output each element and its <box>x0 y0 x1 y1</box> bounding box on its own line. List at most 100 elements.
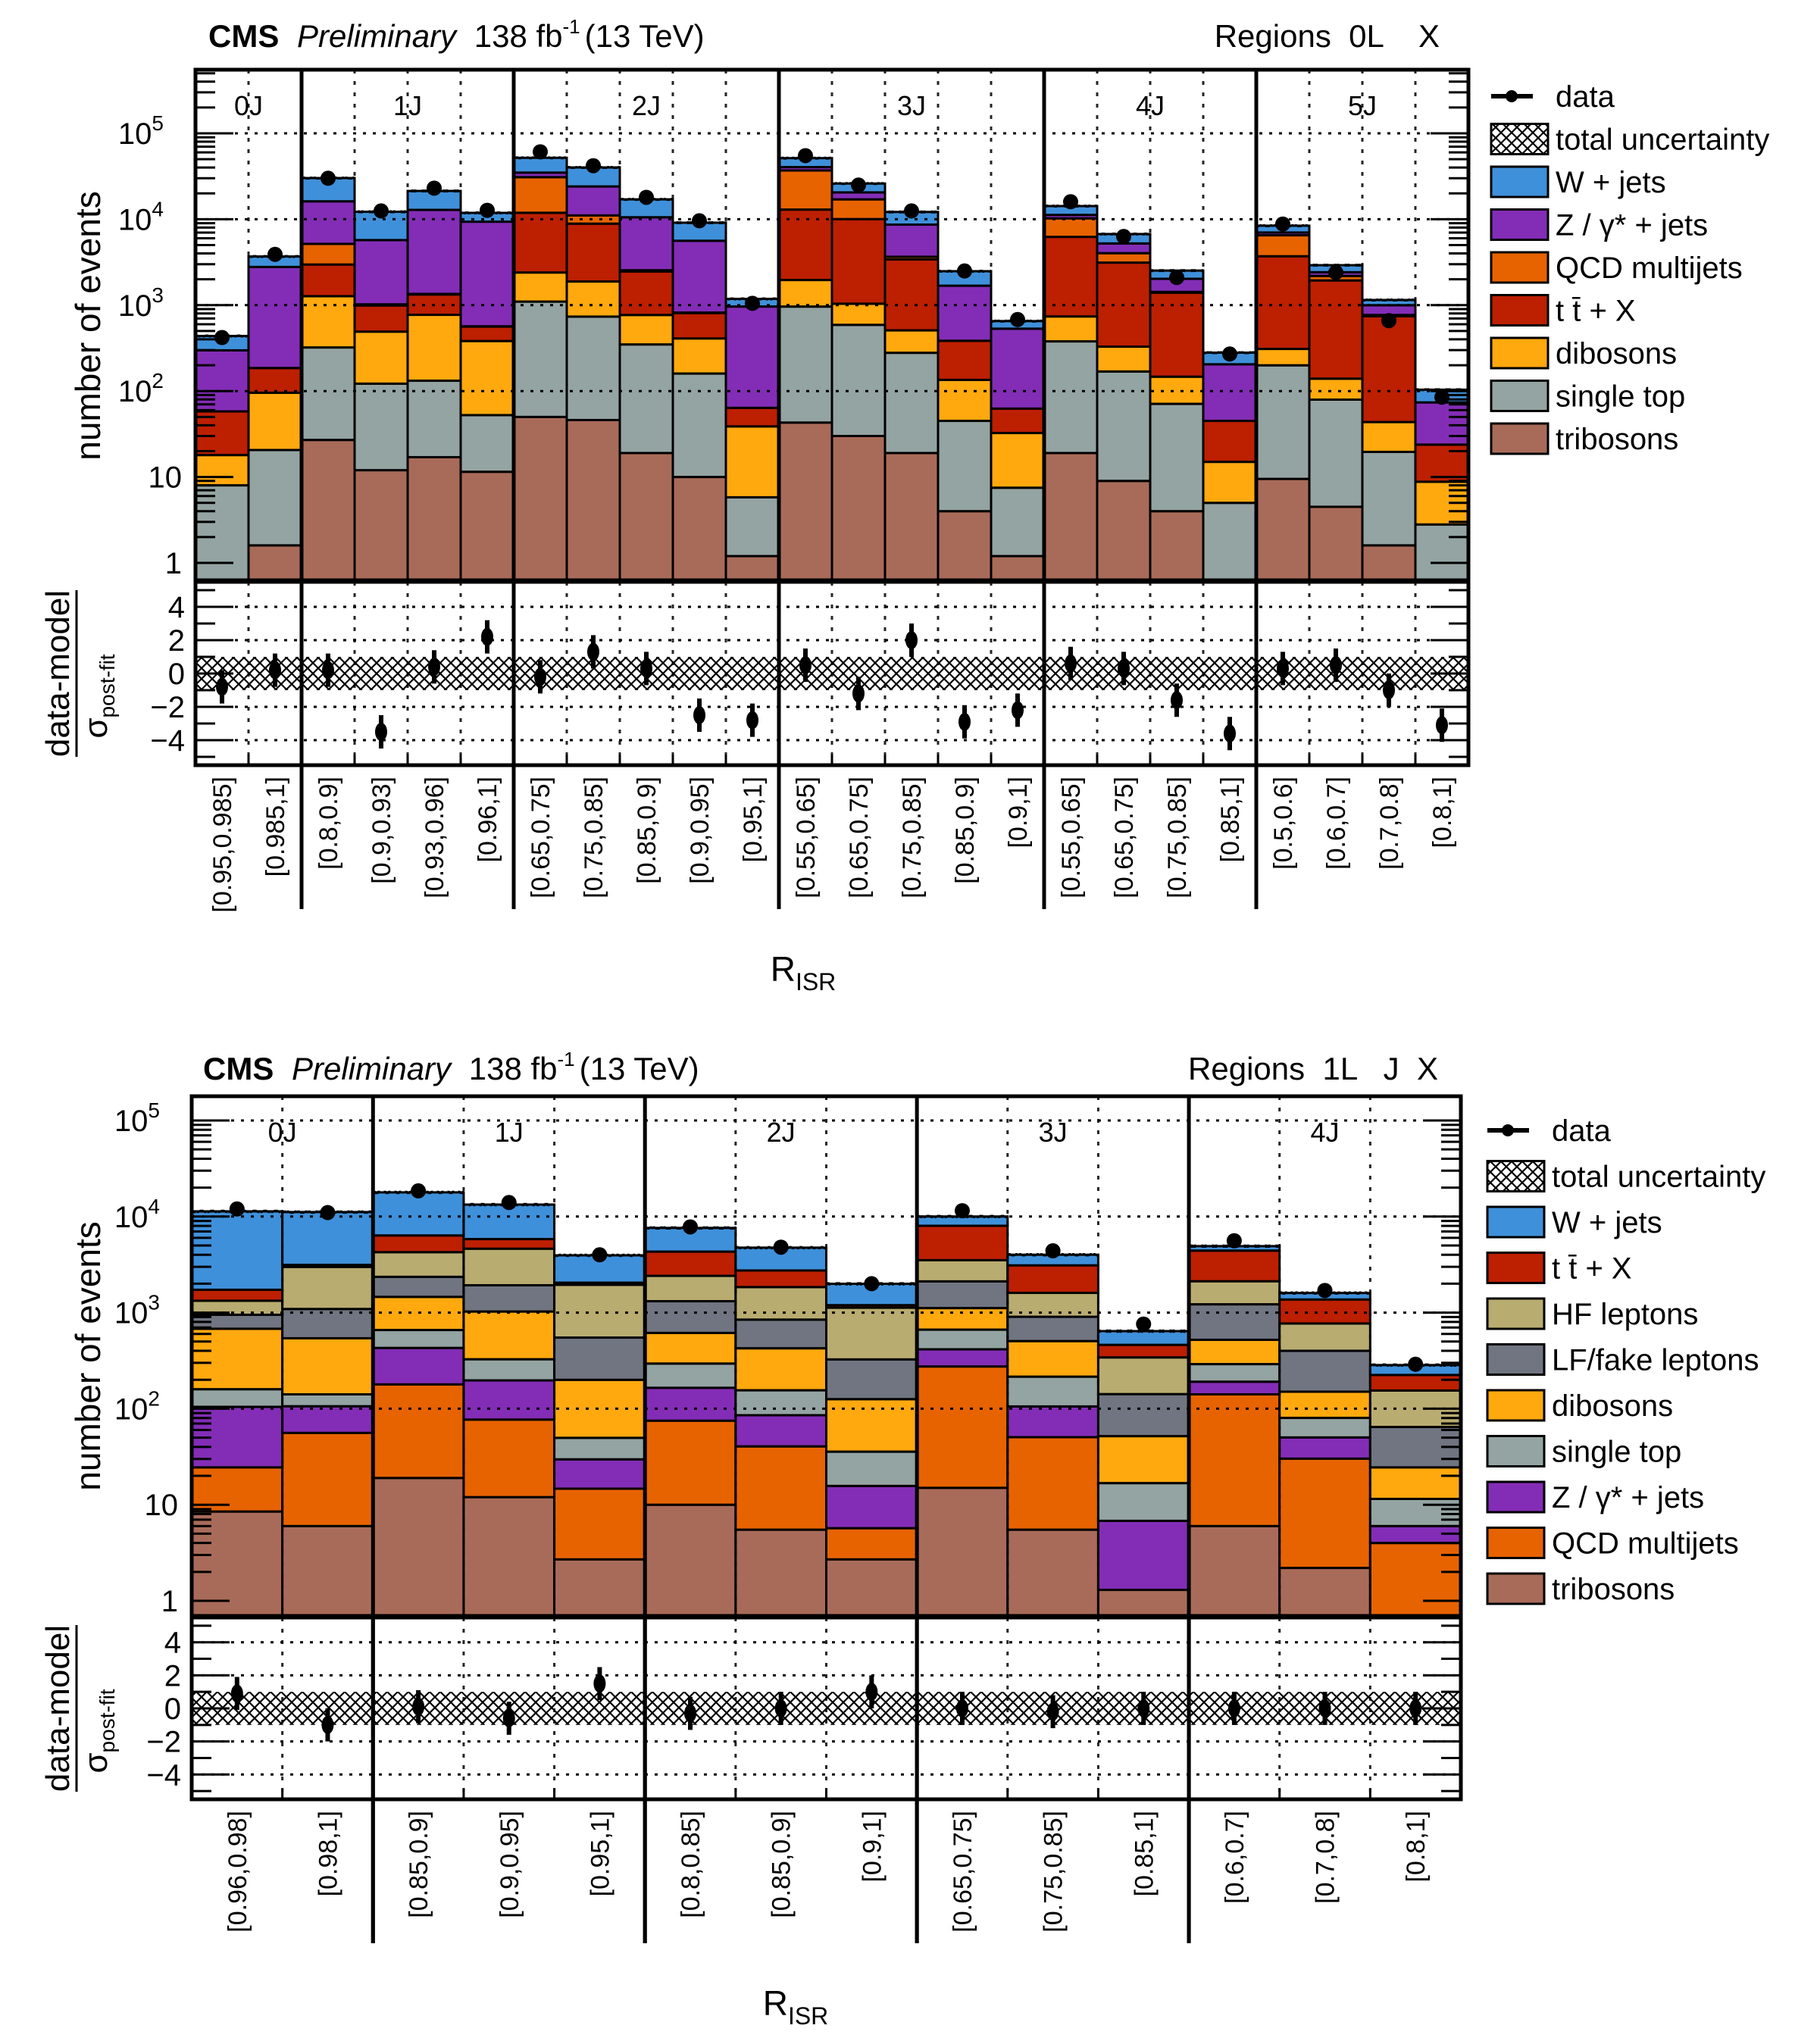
legend-item: Z / γ* + jets <box>1490 208 1708 242</box>
bar-segment <box>1361 544 1417 582</box>
jet-group-label: 4J <box>1136 90 1165 121</box>
legend-data-marker <box>1502 1124 1514 1136</box>
data-point <box>1116 229 1131 245</box>
x-tick-label: [0.75,0.85] <box>898 777 927 899</box>
y-tick-label: 103 <box>118 283 164 323</box>
bar-segment <box>1187 1339 1281 1366</box>
bar-segment <box>462 1310 556 1361</box>
bar-segment <box>643 1503 737 1617</box>
pull-point <box>269 661 281 680</box>
bar-segment <box>915 1307 1009 1331</box>
y-tick-label: 104 <box>118 197 164 236</box>
bar-segment <box>462 1283 556 1313</box>
legend-label: t t̄ + X <box>1552 1252 1632 1286</box>
bar-segment <box>1006 1315 1099 1342</box>
ratio-y-axis-label: data-model σpost-fit <box>39 590 119 757</box>
bar-segment <box>553 1558 646 1617</box>
bar-segment <box>1308 398 1364 508</box>
bar-segment <box>1414 523 1470 582</box>
bar-segment <box>883 223 940 258</box>
pull-tick-label: 0 <box>164 1692 181 1726</box>
pull-point <box>955 1699 968 1717</box>
legend-item: HF leptons <box>1486 1297 1698 1331</box>
bar-segment <box>1278 1417 1371 1439</box>
pull-tick-label: 2 <box>168 624 185 658</box>
legend-hatch-swatch <box>1486 1160 1546 1192</box>
pull-axis-numerator: data-model <box>39 590 77 757</box>
legend-label: data <box>1556 80 1615 114</box>
legend-swatch <box>1486 1205 1546 1239</box>
pull-point <box>1065 654 1077 673</box>
legend-label: total uncertainty <box>1556 123 1769 157</box>
bar-segment <box>724 495 780 558</box>
bar-segment <box>734 1269 827 1289</box>
y-axis-label: number of events <box>68 1221 108 1490</box>
lumi-exponent: -1 <box>563 15 580 38</box>
bar-segment <box>1096 1482 1190 1522</box>
data-point <box>957 263 972 279</box>
data-point <box>692 213 707 229</box>
x-tick-label: [0.7,0.8] <box>1312 1811 1340 1904</box>
data-point <box>1434 389 1449 405</box>
jet-group-label: 2J <box>632 90 661 121</box>
bar-segment <box>777 421 833 582</box>
bar-segment <box>1096 1343 1190 1359</box>
bar-segment <box>1149 375 1205 405</box>
bar-segment <box>1278 1457 1371 1570</box>
legend-item: t t̄ + X <box>1486 1252 1632 1286</box>
pull-point <box>1318 1699 1331 1717</box>
data-point <box>1226 1233 1242 1249</box>
bar-segment <box>830 198 887 220</box>
data-point <box>501 1195 517 1211</box>
bar-segment <box>371 1191 465 1237</box>
bar-segment <box>553 1283 646 1339</box>
bar-segment <box>937 378 993 423</box>
bar-segment <box>247 448 303 547</box>
pull-tick-label: 4 <box>168 591 185 624</box>
bar-segment <box>937 420 993 513</box>
pull-point <box>502 1709 515 1728</box>
lumi-exponent: -1 <box>558 1048 575 1070</box>
legend-item: tribosons <box>1486 1572 1675 1606</box>
x-tick-label: [0.93,0.96] <box>421 777 449 899</box>
bar-segment <box>1187 1392 1281 1527</box>
bar-segment <box>553 1487 646 1561</box>
pull-point <box>481 627 493 646</box>
bar-segment <box>462 1238 556 1250</box>
bar-segment <box>1096 1356 1190 1395</box>
bar-segment <box>281 1405 374 1434</box>
bar-segment <box>1006 1264 1099 1295</box>
data-point <box>851 177 866 193</box>
bar-segment <box>462 1358 556 1382</box>
bar-segment <box>1096 370 1152 483</box>
x-tick-label: [0.55,0.65] <box>1057 777 1086 899</box>
bar-segment <box>459 325 515 342</box>
jet-group-label: 1J <box>393 90 422 121</box>
bar-segment <box>618 452 674 582</box>
bar-segment <box>825 1398 918 1453</box>
x-tick-label: [0.95,1] <box>586 1811 614 1896</box>
legend-label: tribosons <box>1556 423 1678 456</box>
legend-label: W + jets <box>1556 166 1666 199</box>
bar-segment <box>915 1224 1009 1261</box>
panel-0L: CMS Preliminary 138 fb-1 (13 TeV) Regions… <box>39 15 1769 995</box>
bar-segment <box>825 1558 918 1617</box>
pull-plot-1L: 420−2−4 <box>146 1615 1463 1943</box>
legend-swatch <box>1490 208 1550 241</box>
bar-segment <box>247 265 303 370</box>
bar-segment <box>990 327 1046 410</box>
legend-data-marker <box>1506 90 1518 102</box>
bar-segment <box>1043 452 1099 582</box>
data-point <box>411 1183 427 1199</box>
bar-segment <box>512 156 568 174</box>
bar-segment <box>1187 1280 1281 1306</box>
data-point <box>1328 264 1343 280</box>
bar-segment <box>734 1347 827 1392</box>
pull-tick-label: 2 <box>164 1659 181 1692</box>
bar-segment <box>830 217 887 305</box>
bar-segment <box>734 1389 827 1417</box>
bar-segment <box>915 1486 1009 1617</box>
x-tick-label: [0.65,0.75] <box>949 1811 977 1933</box>
data-point <box>1010 311 1025 327</box>
bar-segment <box>1361 420 1417 453</box>
